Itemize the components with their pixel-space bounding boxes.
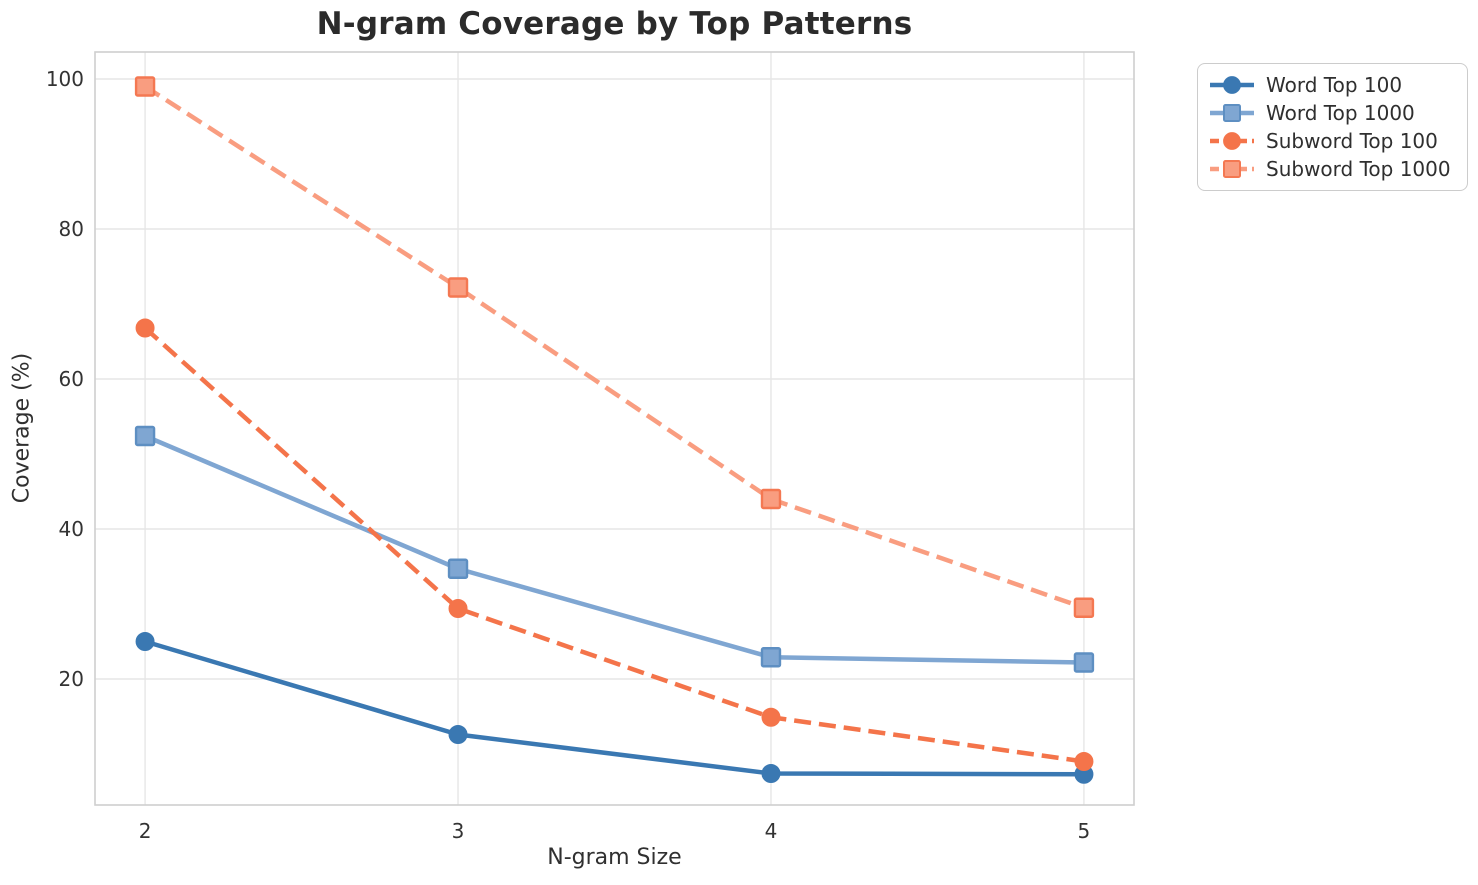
y-tick-label: 60	[59, 367, 84, 391]
data-point-word-top-1000	[447, 558, 469, 579]
data-point-word-top-100	[761, 764, 781, 783]
legend-item-word-top-100: Word Top 100	[1208, 71, 1451, 99]
legend-swatch-square-icon	[1210, 104, 1254, 122]
data-point-subword-top-1000	[1073, 597, 1095, 618]
legend-label: Subword Top 100	[1266, 129, 1438, 153]
data-point-word-top-1000	[134, 425, 156, 447]
x-tick-label: 3	[452, 819, 465, 843]
series-line-subword-top-100	[143, 326, 1085, 764]
legend-swatch-square-icon	[1210, 160, 1254, 178]
data-point-word-top-100	[448, 725, 468, 744]
x-tick-label: 5	[1078, 819, 1091, 843]
data-point-subword-top-1000	[134, 76, 156, 97]
y-tick-label: 80	[59, 217, 84, 241]
x-axis-label: N-gram Size	[547, 845, 682, 870]
chart-title: N-gram Coverage by Top Patterns	[316, 6, 913, 42]
data-point-subword-top-100	[761, 707, 781, 727]
data-point-word-top-1000	[760, 647, 782, 668]
legend: Word Top 100 Word Top 1000 Subword Top 100…	[1197, 63, 1468, 191]
legend-label: Subword Top 1000	[1266, 157, 1451, 181]
series-line-subword-top-1000	[143, 84, 1085, 610]
data-point-word-top-100	[135, 632, 155, 651]
data-point-subword-top-100	[135, 318, 155, 338]
series-line-word-top-1000	[144, 433, 1084, 665]
y-axis-label: Coverage (%)	[9, 352, 35, 504]
y-tick-label: 100	[46, 67, 84, 91]
legend-swatch-circle-icon	[1210, 76, 1254, 94]
data-point-subword-top-1000	[447, 277, 469, 298]
data-point-subword-top-100	[448, 599, 468, 618]
data-point-subword-top-1000	[760, 488, 782, 510]
legend-label: Word Top 100	[1266, 73, 1403, 97]
series-line-word-top-100	[144, 639, 1084, 777]
legend-swatch-circle-icon	[1210, 132, 1254, 150]
axes-frame	[94, 51, 1135, 806]
y-tick-label: 20	[59, 667, 84, 691]
data-point-word-top-1000	[1073, 652, 1095, 673]
legend-item-subword-top-100: Subword Top 100	[1208, 127, 1451, 155]
legend-item-subword-top-1000: Subword Top 1000	[1208, 155, 1451, 183]
data-point-subword-top-100	[1074, 752, 1094, 771]
legend-label: Word Top 1000	[1266, 101, 1415, 125]
y-tick-label: 40	[59, 517, 84, 541]
x-tick-label: 2	[139, 819, 152, 843]
legend-item-word-top-1000: Word Top 1000	[1208, 99, 1451, 127]
x-tick-label: 4	[765, 819, 778, 843]
